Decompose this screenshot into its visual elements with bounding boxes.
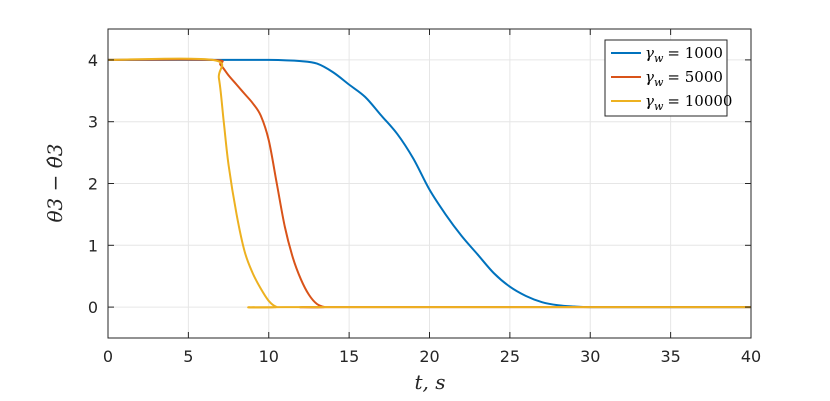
y-tick-label: 2 [88,175,98,194]
legend-symbol: γ [645,44,654,62]
x-tick-label: 40 [741,347,761,366]
series-line-3 [107,57,751,309]
y-axis-label: θ3 − θ̂3 [43,143,67,222]
x-tick-label: 15 [339,347,359,366]
legend-subscript: w [654,100,664,113]
x-tick-label: 5 [183,347,193,366]
y-tick-label: 0 [88,298,98,317]
x-tick-label: 0 [103,347,113,366]
y-tick-label: 3 [88,113,98,132]
x-axis-label: t, s [414,370,445,394]
legend-entry-2: γw = 5000 [645,68,723,89]
legend-symbol: γ [645,92,654,110]
legend-value: = 1000 [667,44,723,62]
y-tick-label: 4 [88,51,98,70]
y-tick-label: 1 [88,236,98,255]
legend-subscript: w [654,52,664,65]
x-tick-label: 10 [259,347,279,366]
legend-value: = 10000 [667,92,732,110]
legend-entry-3: γw = 10000 [645,92,732,113]
series-group [107,57,751,309]
x-tick-label: 35 [660,347,680,366]
x-tick-label: 25 [500,347,520,366]
ticks: 0 5 10 15 20 25 30 35 40 0 1 2 3 4 [88,29,761,366]
legend-value: = 5000 [667,68,723,86]
x-tick-label: 30 [580,347,600,366]
x-tick-label: 20 [419,347,439,366]
legend-symbol: γ [645,68,654,86]
legend-subscript: w [654,76,664,89]
legend-entry-1: γw = 1000 [645,44,723,65]
